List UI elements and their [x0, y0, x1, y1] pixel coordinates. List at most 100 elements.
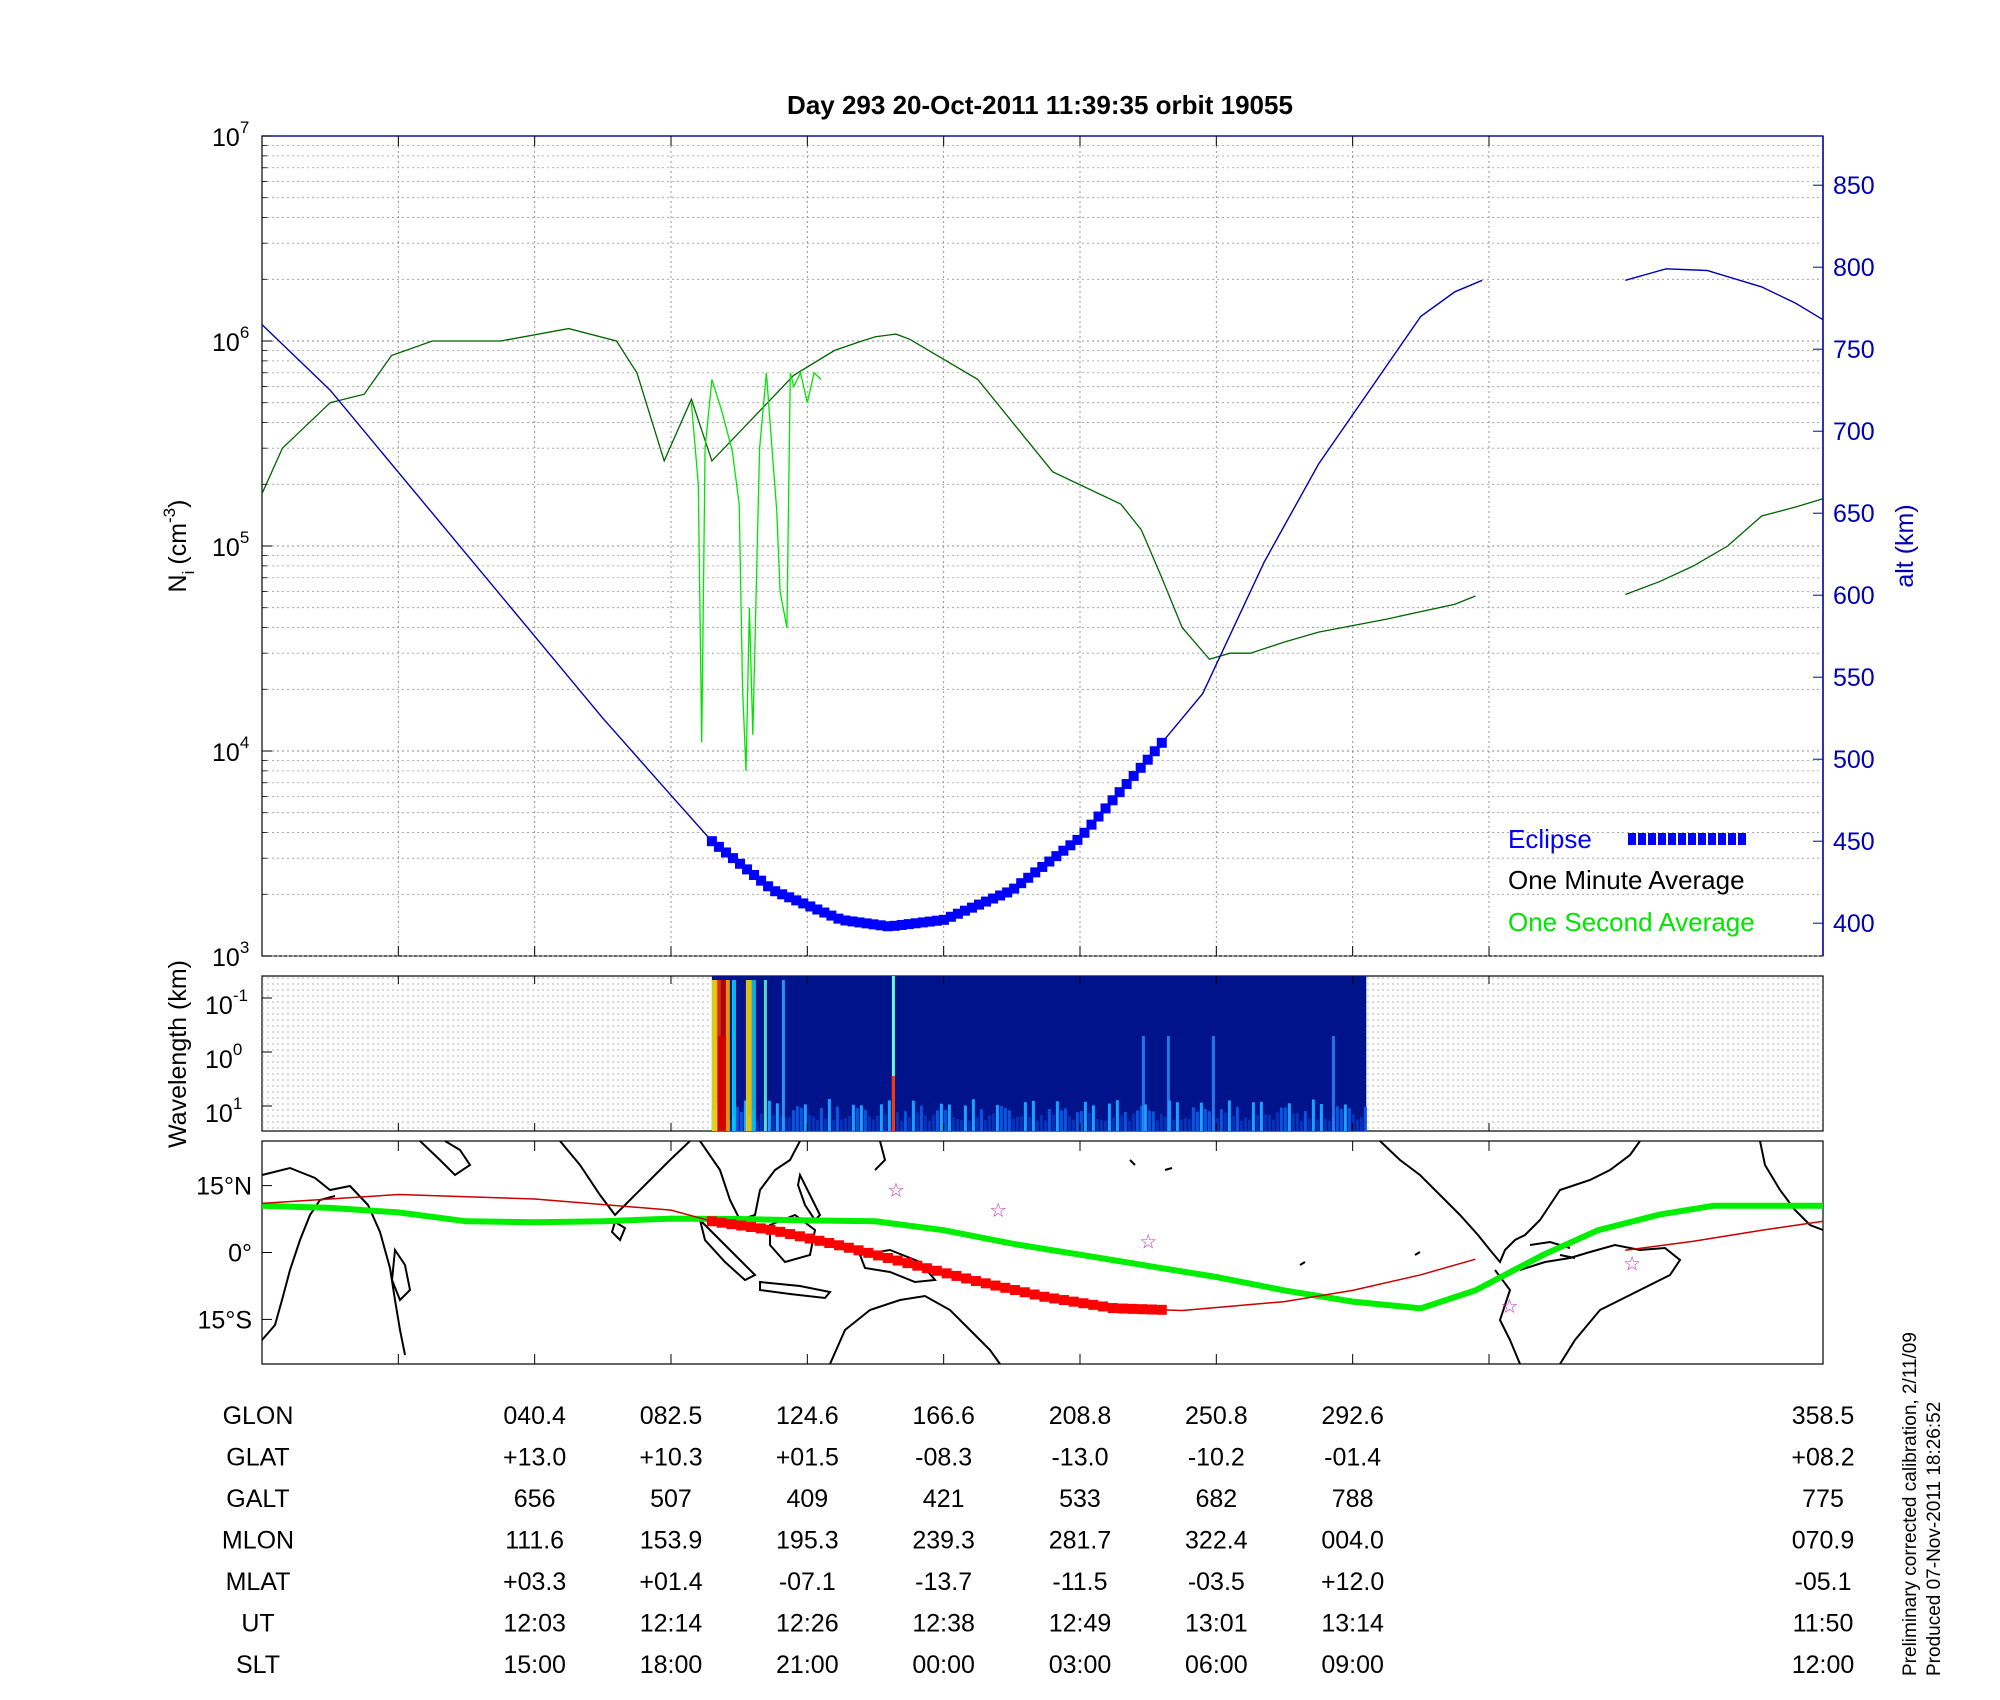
spectrogram-cell — [1351, 1114, 1355, 1131]
spectrogram-axis-label: Wavelength (km) — [164, 960, 192, 1148]
spectrogram-cell — [983, 1119, 987, 1131]
spectrogram-cell — [1027, 1116, 1031, 1131]
coastline-sumatra — [698, 1216, 757, 1282]
eclipse-marker — [1135, 762, 1146, 773]
map-eclipse-marker — [1098, 1301, 1109, 1312]
table-cell: 070.9 — [1792, 1527, 1855, 1555]
altitude-tick-label: 800 — [1833, 254, 1875, 282]
spectrogram-cell — [1323, 1118, 1327, 1131]
density-grid — [262, 135, 1823, 957]
table-cell: +12.0 — [1321, 1568, 1384, 1596]
eclipse-marker — [952, 908, 963, 919]
map-eclipse-marker — [746, 1221, 757, 1232]
spectrogram-cell — [1123, 1112, 1127, 1131]
spectrogram-cell — [1039, 1114, 1043, 1131]
spectrogram-cell — [847, 1115, 851, 1131]
density-axis-label-exp: -3 — [160, 508, 179, 523]
table-cell: 12:49 — [1049, 1610, 1112, 1638]
spectrogram-cell — [795, 1106, 799, 1131]
spectrogram-cell — [1223, 1112, 1227, 1131]
table-cell: 166.6 — [912, 1402, 975, 1430]
eclipse-marker — [1072, 834, 1083, 845]
spectrogram-cell — [1095, 1119, 1099, 1131]
eclipse-marker — [798, 898, 809, 909]
spectrogram-cell — [1347, 1108, 1351, 1131]
coastline-java — [759, 1280, 832, 1300]
eclipse-markers — [706, 737, 1167, 932]
spectrogram-cell — [863, 1109, 867, 1131]
spectrogram-cell — [1231, 1115, 1235, 1131]
table-cell: 322.4 — [1185, 1527, 1248, 1555]
coastline-pacific-islands — [1129, 1159, 1421, 1266]
spectrogram-tick-label: 100 — [205, 1040, 242, 1074]
spectrogram-cell — [927, 1120, 931, 1131]
eclipse-marker — [966, 902, 977, 913]
table-cell: 195.3 — [776, 1527, 839, 1555]
spectrogram-cell — [1299, 1120, 1303, 1131]
spectrogram-cell — [755, 1120, 759, 1131]
spectrogram-cell — [1235, 1106, 1239, 1131]
eclipse-marker — [770, 886, 781, 897]
map-eclipse-marker — [1156, 1304, 1167, 1315]
spectrogram-tick-exp: -1 — [233, 986, 248, 1005]
table-cell: 533 — [1059, 1485, 1101, 1513]
spectrogram-cell — [1311, 1099, 1315, 1131]
legend-eclipse-marker — [1678, 833, 1686, 845]
eclipse-marker — [791, 895, 802, 906]
spectrogram-cell — [1171, 1119, 1175, 1131]
table-cell: 788 — [1332, 1485, 1374, 1513]
table-row-label: GALT — [226, 1485, 289, 1513]
map-eclipse-marker — [853, 1245, 864, 1256]
density-axis-label-main: N — [164, 574, 192, 592]
coastline-se-asia — [699, 1140, 801, 1222]
spectrogram-cell — [1279, 1107, 1283, 1131]
legend-eclipse-marker — [1718, 833, 1726, 845]
spectrogram-cell — [871, 1119, 875, 1131]
spectrogram-cell — [1151, 1111, 1155, 1131]
table-cell: 12:26 — [776, 1610, 839, 1638]
eclipse-marker — [763, 881, 774, 892]
coastline-sri-lanka — [610, 1220, 627, 1242]
second-average-line — [690, 370, 822, 771]
eclipse-marker — [1009, 883, 1020, 894]
eclipse-marker — [995, 890, 1006, 901]
spectrogram-cell — [991, 1113, 995, 1131]
table-row-label: GLON — [223, 1402, 294, 1430]
footer-produced: Produced 07-Nov-2011 18:26:52 — [1924, 1402, 1945, 1676]
map-eclipse-marker — [912, 1260, 923, 1271]
spectrogram-cell — [1099, 1120, 1103, 1131]
minute-average-line — [261, 327, 1476, 661]
spectrogram-cell — [1303, 1110, 1307, 1131]
table-cell: +13.0 — [503, 1444, 566, 1472]
map-panel: ☆ ☆ ☆ ☆ ☆ 15°N 0° 15°S — [196, 136, 1824, 1365]
table-cell: 09:00 — [1321, 1651, 1384, 1679]
eclipse-marker — [1037, 861, 1048, 872]
spectrogram-cell — [939, 1103, 943, 1131]
spectrogram-cell — [967, 1120, 971, 1131]
altitude-tick-label: 850 — [1833, 172, 1875, 200]
spectrogram-cell — [1083, 1101, 1087, 1131]
table-cell: 208.8 — [1049, 1402, 1112, 1430]
table-cell: 775 — [1802, 1485, 1844, 1513]
spectrogram-hot-column — [781, 980, 785, 1131]
coastline-madagascar — [390, 1247, 412, 1302]
spectrogram-cell — [1019, 1116, 1023, 1131]
spectrogram-cell — [1103, 1120, 1107, 1131]
table-cell: 239.3 — [912, 1527, 975, 1555]
spectrogram-cell — [1107, 1103, 1111, 1131]
spectrogram-cell — [811, 1116, 815, 1131]
map-eclipse-marker — [1127, 1303, 1138, 1314]
eclipse-marker — [917, 917, 928, 928]
spectrogram-cell — [1251, 1102, 1255, 1131]
star-icon: ☆ — [1139, 1231, 1157, 1253]
spectrogram-cell — [1335, 1106, 1339, 1131]
spectrogram-cell — [1263, 1114, 1267, 1131]
spectrogram-cell — [1075, 1112, 1079, 1131]
legend-eclipse-marker — [1698, 833, 1706, 845]
density-tick-exp: 5 — [240, 528, 249, 547]
star-icon: ☆ — [1623, 1254, 1641, 1276]
eclipse-marker — [1142, 754, 1153, 765]
altitude-tick-label: 650 — [1833, 500, 1875, 528]
table-cell: +01.4 — [639, 1568, 702, 1596]
eclipse-marker — [735, 858, 746, 869]
